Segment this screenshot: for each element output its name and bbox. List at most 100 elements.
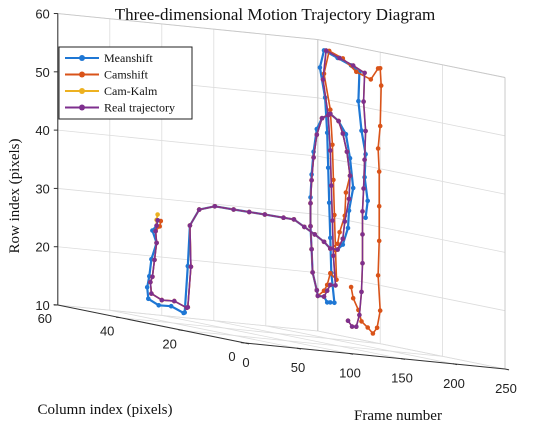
grid-line [120,317,381,345]
data-point [345,225,351,231]
data-point [356,98,361,104]
x-tick [296,347,302,350]
x-tick [400,358,406,360]
data-point [152,257,157,263]
data-point [328,148,333,153]
data-point [328,282,333,288]
x-tick-label: 200 [443,376,465,391]
data-point [378,83,384,88]
data-point [153,228,158,234]
data-point [281,215,286,220]
data-point [361,99,366,104]
x-tick-label: 50 [291,360,305,375]
data-point [156,303,161,308]
grid-line [265,325,454,365]
data-point [317,65,323,70]
data-point [337,230,342,235]
z-tick-label: 50 [35,65,49,80]
data-point [330,142,335,148]
data-point [311,155,316,160]
legend-label: Real trajectory [104,101,175,115]
z-tick-label: 20 [35,240,49,255]
data-point [308,223,313,229]
data-point [328,246,333,251]
grid-line [161,315,350,354]
y-tick-label: 40 [100,324,114,339]
grid-line [317,330,506,370]
data-point [354,69,359,75]
grid-line [317,272,506,312]
x-tick-label: 150 [391,371,413,386]
data-point [346,196,352,202]
y-axis-label: Column index (pixels) [38,402,173,418]
data-point [375,146,381,151]
data-point [342,219,348,224]
data-point [365,325,371,330]
data-point [323,48,329,53]
data-point [315,293,321,299]
legend-marker [79,55,85,61]
data-point [320,77,326,82]
data-point [363,215,368,221]
data-point [329,183,334,188]
data-point [337,55,342,61]
data-point [196,207,202,212]
data-point [150,274,155,280]
data-point [155,212,160,217]
data-point [359,319,364,324]
data-point [314,288,320,293]
data-point [325,113,331,118]
data-point [347,173,353,178]
legend-label: Cam-Kalm [104,84,158,98]
data-point [324,288,330,294]
data-point [172,298,177,304]
x-tick [244,342,250,345]
legend-marker [79,104,85,111]
data-point [144,285,150,290]
data-point [188,264,194,270]
data-point [321,288,327,294]
data-point [335,241,340,247]
data-point [376,169,382,174]
axes-layer [57,13,506,370]
data-point [340,236,346,242]
legend-marker [79,71,85,78]
x-tick-label: 250 [495,381,517,396]
data-point [149,291,154,296]
box-edge [317,39,506,78]
data-point [182,310,187,315]
z-tick-label: 40 [35,123,49,138]
data-point [344,149,350,155]
legend-label: Camshift [104,68,149,82]
data-point [246,209,252,215]
data-point [309,178,314,183]
data-point [377,66,383,71]
y-axis-line [57,304,246,344]
y-tick-label: 60 [38,311,52,326]
data-point [343,190,349,195]
data-point [321,294,327,299]
data-point [360,209,365,214]
data-point [362,157,367,162]
data-point [332,212,337,218]
data-point [368,77,374,82]
data-point [146,296,151,302]
data-point [360,260,365,266]
x-tick-label: 0 [242,355,249,370]
data-point [374,325,380,331]
data-point [154,223,159,228]
data-point [212,204,218,209]
box-edge [57,13,318,40]
data-point [370,331,376,336]
data-point [159,297,165,303]
grid-line [317,97,506,137]
x-tick [452,363,458,366]
data-point [330,218,335,223]
series-real-trajectory [148,48,368,330]
data-point [331,253,336,258]
data-point [363,128,368,134]
data-point [148,279,153,285]
grid-line [317,155,506,195]
